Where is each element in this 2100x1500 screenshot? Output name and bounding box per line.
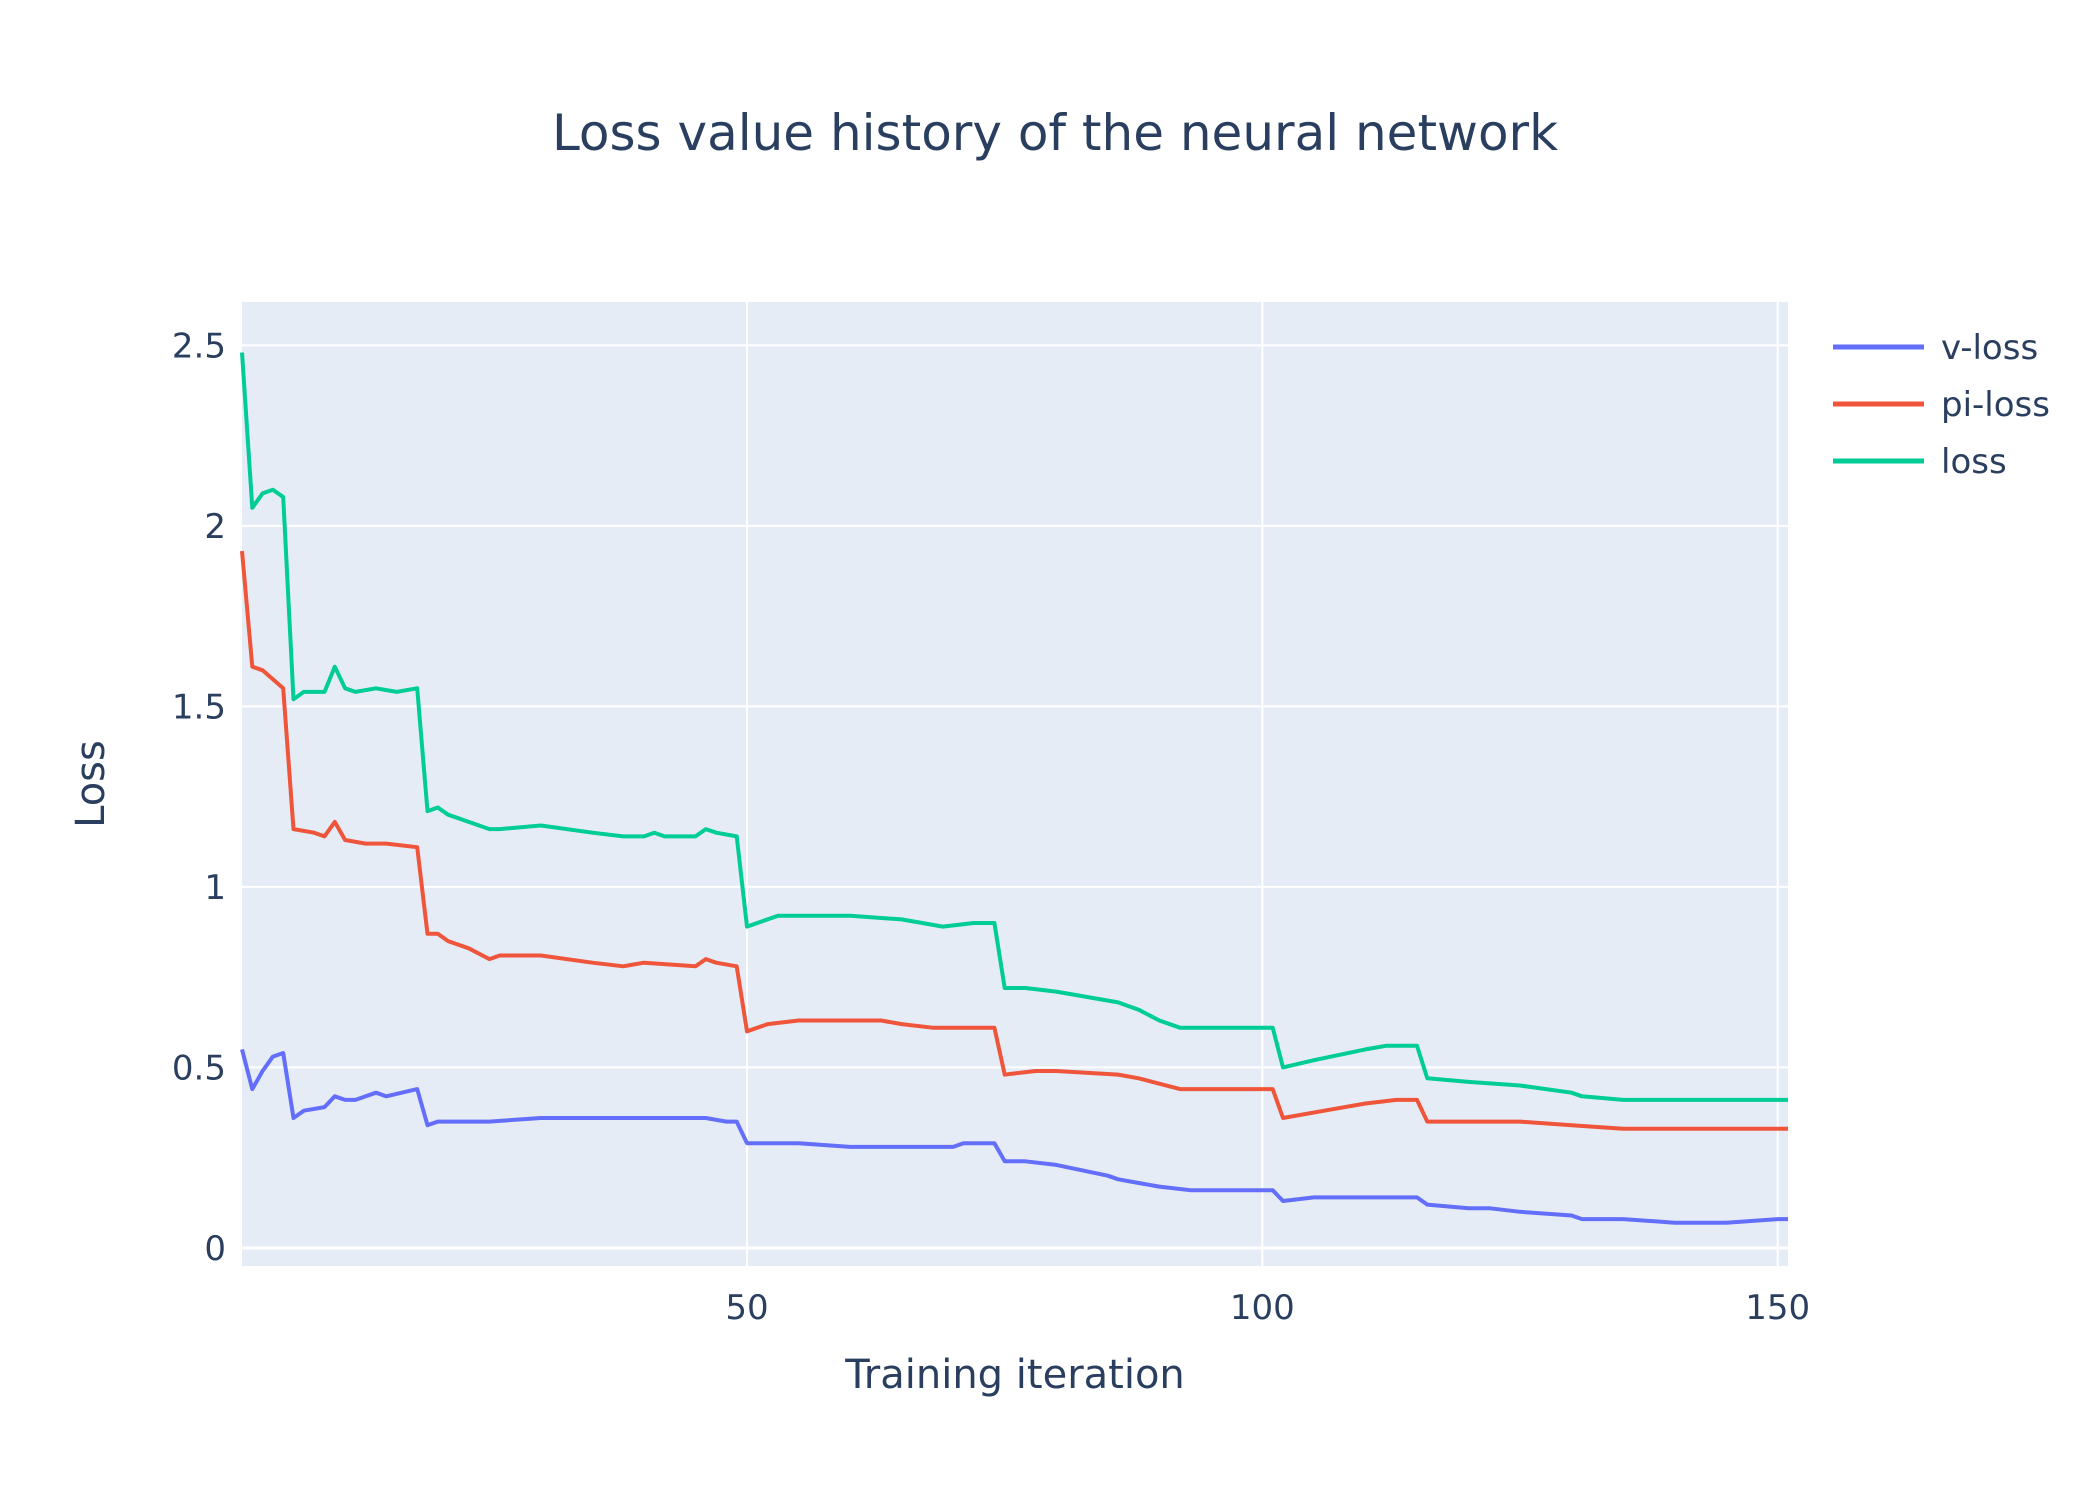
series-lines <box>240 352 1788 1225</box>
y-tick-label: 0 <box>204 1229 226 1269</box>
legend: v-loss pi-loss loss <box>1833 328 2050 482</box>
x-tick-label: 150 <box>1745 1288 1810 1328</box>
series-line-v-loss <box>240 1048 1788 1225</box>
y-tick-label: 1 <box>204 868 226 908</box>
legend-item-loss: loss <box>1833 442 2007 482</box>
legend-label: v-loss <box>1941 328 2038 368</box>
legend-item-pi-loss: pi-loss <box>1833 385 2050 425</box>
series-line-pi-loss <box>240 550 1788 1131</box>
x-tick-label: 100 <box>1230 1288 1295 1328</box>
x-axis-ticks: 50 100 150 <box>725 1288 1810 1328</box>
x-axis-title: Training iteration <box>844 1352 1185 1398</box>
x-gridlines <box>746 302 1779 1266</box>
x-tick-label: 50 <box>725 1288 768 1328</box>
chart-title: Loss value history of the neural network <box>552 104 1558 162</box>
plot-area <box>242 302 1788 1266</box>
legend-item-v-loss: v-loss <box>1833 328 2038 368</box>
series-line-loss <box>240 352 1788 1102</box>
y-axis-title: Loss <box>68 740 114 828</box>
legend-label: pi-loss <box>1941 385 2050 425</box>
legend-label: loss <box>1941 442 2007 482</box>
y-axis-ticks: 0 0.5 1 1.5 2 2.5 <box>172 326 226 1269</box>
y-gridlines <box>242 344 1788 1250</box>
y-tick-label: 2.5 <box>172 326 226 366</box>
y-tick-label: 0.5 <box>172 1048 226 1088</box>
y-tick-label: 1.5 <box>172 687 226 727</box>
y-tick-label: 2 <box>204 507 226 547</box>
